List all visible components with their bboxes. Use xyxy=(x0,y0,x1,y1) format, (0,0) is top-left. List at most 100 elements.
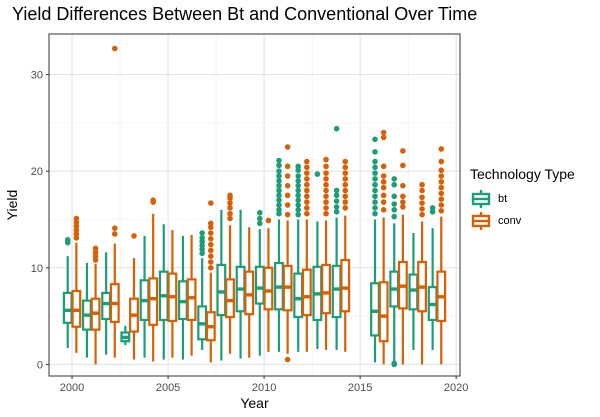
outlier-point xyxy=(276,157,282,164)
box-conv-2008 xyxy=(225,192,235,354)
outlier-point xyxy=(323,163,329,170)
legend-label-conv: conv xyxy=(498,215,522,227)
outlier-point xyxy=(372,136,378,143)
outlier-point xyxy=(304,181,310,188)
outlier-point xyxy=(295,211,301,218)
outlier-point xyxy=(227,200,233,206)
outlier-point xyxy=(391,201,398,207)
outlier-point xyxy=(284,182,291,189)
outlier-point xyxy=(380,134,387,141)
outlier-point xyxy=(304,187,310,194)
outlier-point xyxy=(131,233,137,239)
outlier-point xyxy=(304,170,310,176)
outlier-point xyxy=(372,158,378,165)
box-body xyxy=(62,291,73,324)
outlier-point xyxy=(429,208,436,215)
outlier-point xyxy=(342,199,349,205)
outlier-point xyxy=(400,193,406,200)
outlier-point xyxy=(391,181,398,188)
legend-item-conv: conv xyxy=(470,210,595,232)
outlier-point xyxy=(295,187,301,194)
outlier-point xyxy=(111,45,118,52)
outlier-point xyxy=(323,210,329,217)
box-bt-2009 xyxy=(235,209,246,359)
outlier-point xyxy=(400,182,406,189)
box-body xyxy=(370,282,380,337)
outlier-point xyxy=(295,197,301,203)
outlier-point xyxy=(227,215,233,222)
outlier-point xyxy=(333,204,340,210)
outlier-point xyxy=(199,250,205,257)
box-body xyxy=(301,268,312,317)
outlier-point xyxy=(304,193,310,200)
outlier-point xyxy=(276,173,282,179)
outlier-point xyxy=(372,210,378,217)
outlier-point xyxy=(92,245,99,252)
legend-title: Technology Type xyxy=(470,166,575,182)
outlier-point xyxy=(438,179,445,185)
outlier-point xyxy=(295,178,301,184)
outlier-point xyxy=(276,197,282,203)
outlier-point xyxy=(284,192,291,199)
outlier-point xyxy=(333,187,340,194)
outlier-point xyxy=(372,149,378,155)
outlier-point xyxy=(323,170,329,176)
outlier-point xyxy=(208,236,214,242)
x-tick-label: 2020 xyxy=(444,382,468,394)
box-body xyxy=(408,273,419,311)
box-conv-2018 xyxy=(417,181,428,365)
box-conv-2016 xyxy=(378,129,389,365)
outlier-point xyxy=(419,194,425,201)
box-conv-2005 xyxy=(167,230,178,358)
outlier-point xyxy=(380,199,387,205)
outlier-point xyxy=(419,181,425,188)
box-conv-2019 xyxy=(436,146,447,365)
outlier-point xyxy=(372,205,378,211)
outlier-point xyxy=(73,223,80,230)
outlier-point xyxy=(342,176,349,182)
outlier-point xyxy=(419,200,425,206)
outlier-point xyxy=(284,144,291,150)
box-body xyxy=(148,277,159,326)
outlier-point xyxy=(295,192,301,199)
box-body xyxy=(101,291,112,321)
outlier-point xyxy=(400,199,406,205)
outlier-point xyxy=(199,230,205,236)
outlier-point xyxy=(342,205,349,211)
outlier-point xyxy=(438,158,445,165)
outlier-point xyxy=(284,202,291,208)
outlier-point xyxy=(284,173,291,179)
outlier-point xyxy=(391,213,398,220)
outlier-point xyxy=(208,200,214,206)
outlier-point xyxy=(342,158,349,165)
box-bt-2019 xyxy=(427,205,438,350)
outlier-point xyxy=(304,176,310,182)
outlier-point xyxy=(92,253,99,260)
box-conv-2002 xyxy=(109,45,120,358)
outlier-point xyxy=(372,164,378,171)
outlier-point xyxy=(256,220,263,227)
outlier-point xyxy=(284,163,291,170)
y-tick-label: 10 xyxy=(31,263,43,275)
box-body xyxy=(244,270,255,316)
x-tick-label: 2010 xyxy=(252,382,276,394)
outlier-point xyxy=(199,246,205,253)
outlier-point xyxy=(380,179,387,185)
box-conv-2003 xyxy=(129,233,139,360)
outlier-point xyxy=(391,360,398,367)
y-tick-label: 30 xyxy=(31,70,43,82)
outlier-point xyxy=(208,220,214,227)
y-axis-title: Yield xyxy=(4,190,20,221)
outlier-point xyxy=(295,163,301,170)
outlier-point xyxy=(380,207,387,213)
outlier-point xyxy=(276,178,282,184)
outlier-point xyxy=(391,207,398,213)
box-bt-2016 xyxy=(370,136,380,363)
box-body xyxy=(263,266,274,311)
chart-title: Yield Differences Between Bt and Convent… xyxy=(12,4,478,24)
outlier-point xyxy=(438,167,445,174)
box-conv-2004 xyxy=(148,197,159,362)
outlier-point xyxy=(295,202,301,208)
y-tick-label: 0 xyxy=(37,359,43,371)
outlier-point xyxy=(111,231,118,237)
